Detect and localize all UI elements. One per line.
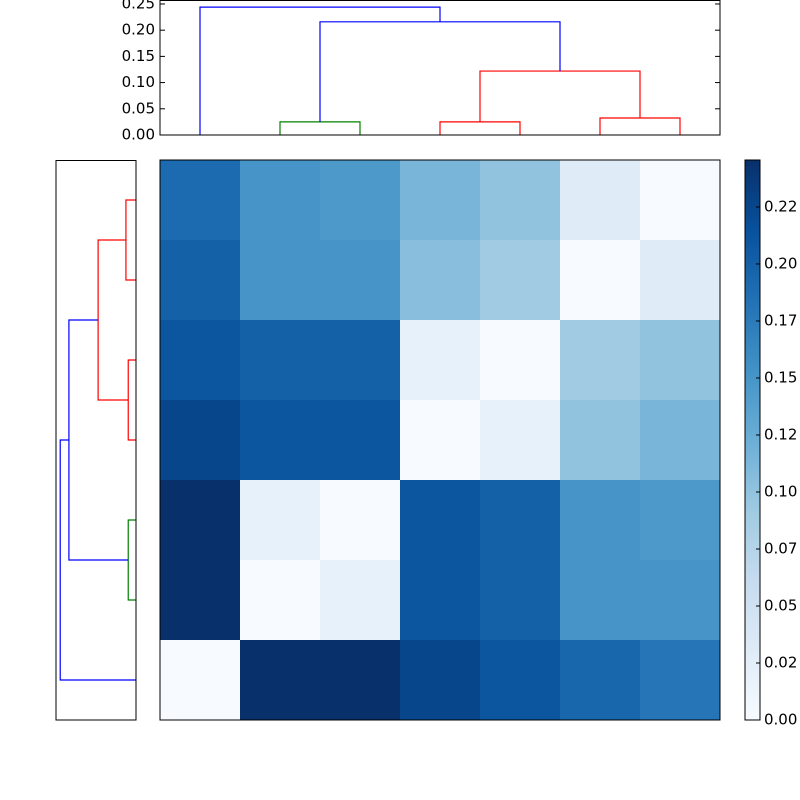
heatmap-cell [400,640,481,721]
heatmap-cell [160,560,241,641]
heatmap-cell [480,560,561,641]
dendrogram-link [279,121,361,135]
heatmap-cell [160,320,241,401]
y-tick-label: 0.20 [122,21,155,39]
heatmap-cell [320,240,401,321]
heatmap-cell [480,400,561,481]
y-tick-label: 0.25 [122,0,155,12]
heatmap-cell [640,640,721,721]
heatmap-cell [320,400,401,481]
heatmap-cell [640,480,721,561]
heatmap-cell [320,640,401,721]
heatmap-cell [560,480,641,561]
y-tick-label: 0.15 [122,47,155,65]
heatmap-cell [160,240,241,321]
heatmap-cell [240,640,321,721]
heatmap-cell [640,560,721,641]
colorbar-tick-label: 0.00 [764,711,797,729]
colorbar [744,159,761,721]
heatmap-cell [560,640,641,721]
colorbar-tick-label: 0.10 [764,482,797,500]
dendrogram-link [59,439,136,681]
dendrogram-link [199,6,441,135]
colorbar-tick-label: 0.15 [764,368,797,386]
dendrogram-link [125,199,136,281]
heatmap-cell [400,320,481,401]
heatmap-cell [560,160,641,241]
axes-frame [55,160,137,721]
y-tick-label: 0.10 [122,73,155,91]
heatmap-cell [640,160,721,241]
heatmap-cell [160,640,241,721]
heatmap-cell [480,480,561,561]
dendrogram-link [97,239,129,401]
axes-frame [159,159,721,721]
heatmap-cell [640,400,721,481]
colorbar-tick-label: 0.02 [764,653,797,671]
heatmap-cell [160,400,241,481]
heatmap-cell [160,160,241,241]
heatmap-cell [320,560,401,641]
dendrogram-link [599,117,681,135]
dendrogram-link [127,519,136,601]
heatmap-cell [400,560,481,641]
heatmap-cell [240,480,321,561]
heatmap-cell [480,640,561,721]
heatmap-cell [240,560,321,641]
heatmap-cell [640,240,721,321]
heatmap-cell [320,480,401,561]
colorbar-tick-label: 0.20 [764,254,797,272]
heatmap-cell [560,240,641,321]
dendrogram-link [319,21,561,122]
heatmap-cell [480,240,561,321]
heatmap-cell [400,480,481,561]
heatmap-cell [240,240,321,321]
colorbar-tick-label: 0.12 [764,425,797,443]
heatmap-cell [320,320,401,401]
heatmap-cell [480,160,561,241]
heatmap-cell [560,560,641,641]
colorbar-tick-label: 0.05 [764,596,797,614]
heatmap-cell [160,480,241,561]
heatmap-cell [480,320,561,401]
heatmap-cell [560,400,641,481]
axes-frame [159,0,721,136]
y-tick-label: 0.05 [122,99,155,117]
heatmap-cell [400,240,481,321]
y-tick-label: 0.00 [122,126,155,144]
heatmap-cell [240,320,321,401]
colorbar-tick-label: 0.07 [764,539,797,557]
dendrogram-link [439,121,521,135]
dendrogram-link [127,359,136,441]
dendrogram-link [479,70,641,122]
heatmap-cell [400,400,481,481]
colorbar-tick-label: 0.17 [764,311,797,329]
heatmap-cell [560,320,641,401]
dendrogram-link [68,319,129,561]
heatmap-cell [640,320,721,401]
heatmap-cell [320,160,401,241]
heatmap-cell [240,400,321,481]
colorbar-tick-label: 0.22 [764,197,797,215]
heatmap-cell [240,160,321,241]
heatmap-cell [400,160,481,241]
